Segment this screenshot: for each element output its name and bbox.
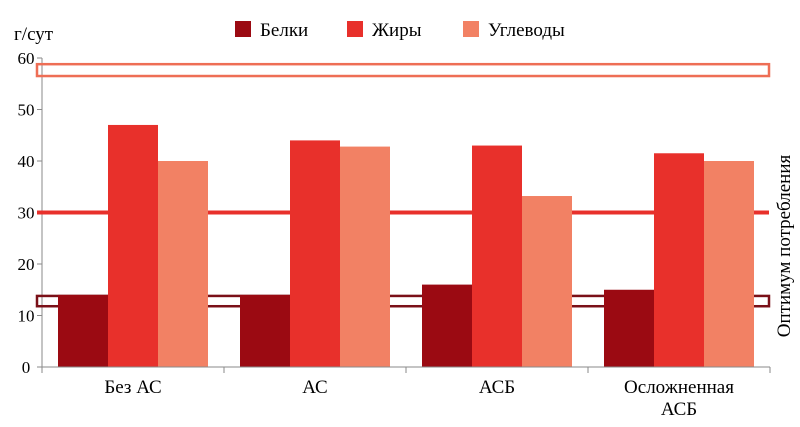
- bar-белки: [422, 284, 472, 367]
- bar-белки: [240, 294, 290, 367]
- y-axis: 0 10 20 30 40 50 60: [18, 49, 43, 377]
- y-unit-label: г/сут: [14, 24, 54, 45]
- x-category-label: Без АС: [104, 377, 161, 398]
- y-tick-label: 50: [18, 101, 35, 120]
- optimum-label: Оптимум потребления: [774, 155, 795, 338]
- bar-жиры: [108, 124, 158, 367]
- legend-swatch-жиры: [347, 21, 363, 37]
- bar-жиры: [654, 153, 704, 367]
- legend-swatch-белки: [235, 21, 251, 37]
- y-tick-label: 10: [18, 307, 35, 326]
- x-category-label: АСБ: [661, 399, 697, 420]
- bar-углеводы: [158, 161, 208, 367]
- y-tick-label: 20: [18, 255, 35, 274]
- legend-label-углеводы: Углеводы: [488, 20, 565, 41]
- x-category-label: Осложненная: [624, 377, 734, 398]
- bar-белки: [58, 294, 108, 367]
- bar-углеводы: [522, 196, 572, 367]
- y-tick-label: 30: [18, 204, 35, 223]
- bar-жиры: [290, 140, 340, 367]
- y-tick-label: 0: [22, 358, 31, 377]
- legend-swatch-углеводы: [463, 21, 479, 37]
- optimum-band-углеводы: [35, 62, 771, 78]
- y-tick-label: 60: [18, 49, 35, 68]
- bars: [58, 124, 754, 367]
- x-category-label: АСБ: [479, 377, 515, 398]
- bar-белки: [604, 289, 654, 367]
- bar-углеводы: [340, 146, 390, 367]
- legend-label-белки: Белки: [260, 20, 308, 41]
- y-tick-label: 40: [18, 152, 35, 171]
- bar-жиры: [472, 145, 522, 367]
- optimum-band-белки: [35, 294, 771, 308]
- x-category-label: АС: [302, 377, 327, 398]
- legend: Белки Жиры Углеводы: [235, 20, 565, 41]
- bar-углеводы: [704, 161, 754, 367]
- legend-label-жиры: Жиры: [372, 20, 422, 41]
